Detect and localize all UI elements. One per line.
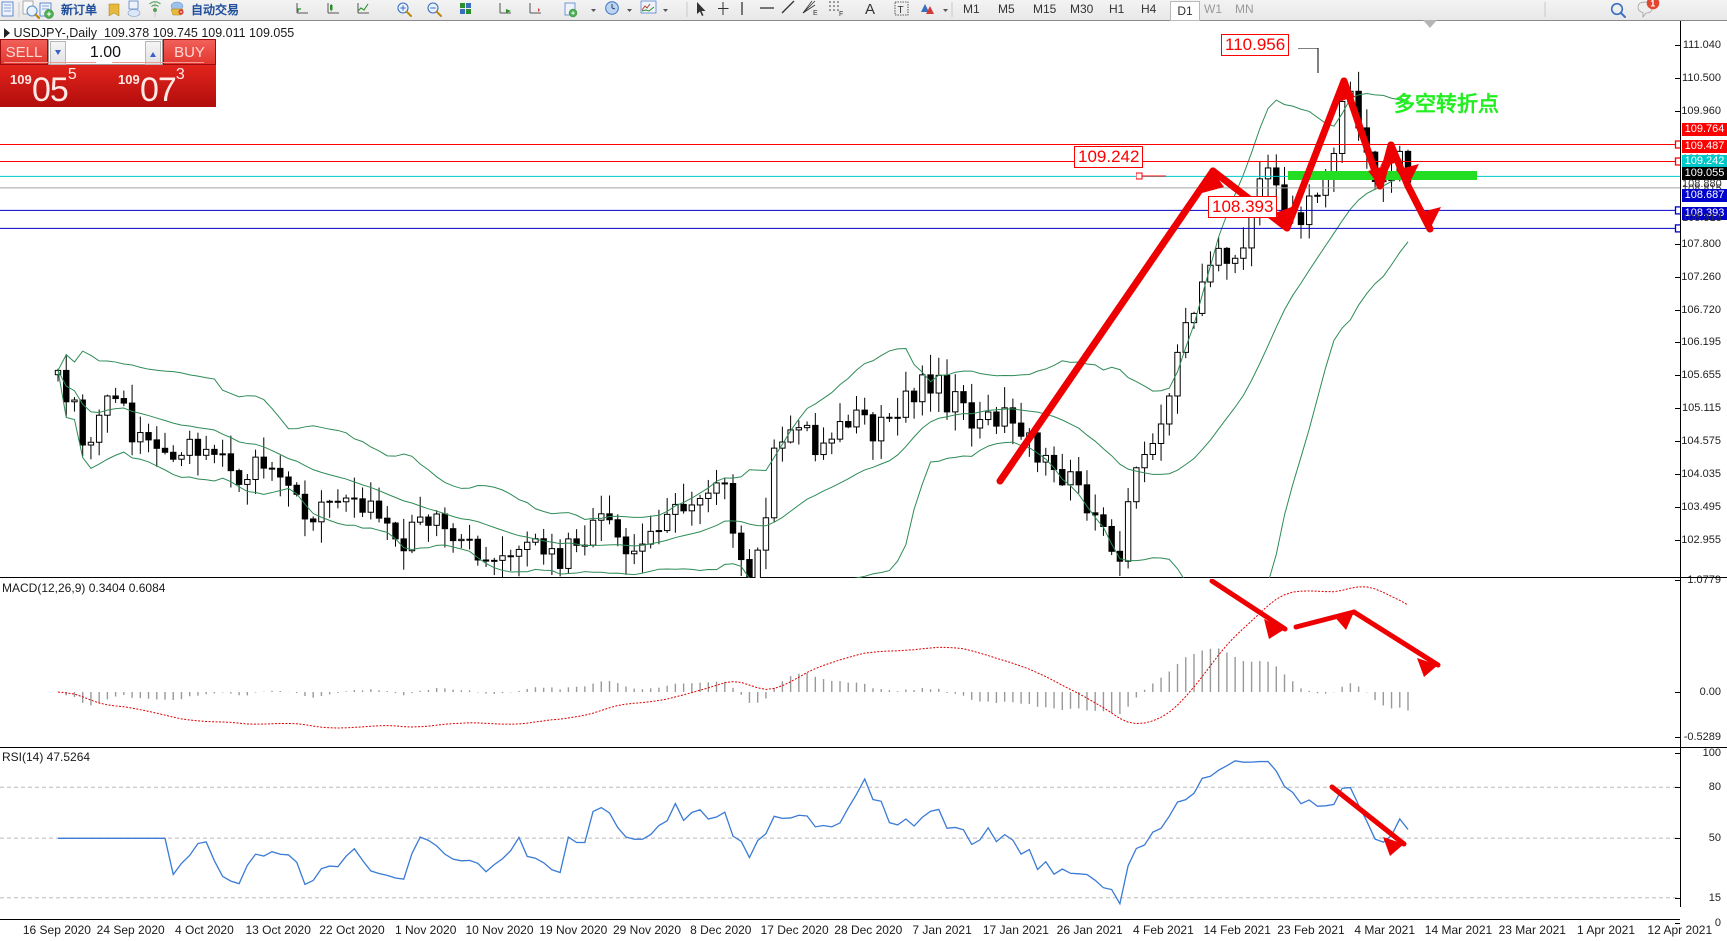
svg-text:1: 1	[1650, 0, 1655, 8]
svg-text:E: E	[813, 10, 818, 17]
svg-text:T: T	[898, 5, 904, 16]
svg-text:自动交易: 自动交易	[191, 2, 239, 17]
svg-text:A: A	[865, 1, 875, 18]
svg-text:F: F	[839, 11, 843, 18]
svg-text:新订单: 新订单	[61, 2, 97, 17]
